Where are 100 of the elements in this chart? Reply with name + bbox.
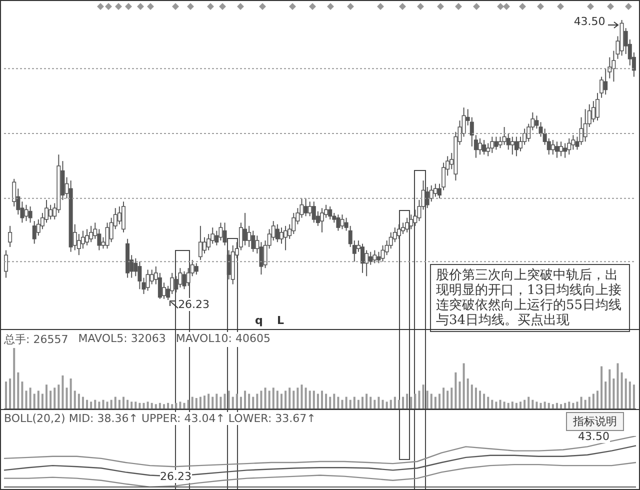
bar xyxy=(9,378,12,409)
candlestick xyxy=(514,136,518,157)
bar xyxy=(374,400,376,409)
bar xyxy=(276,390,278,409)
bar xyxy=(321,390,323,409)
bar xyxy=(280,394,282,409)
bar xyxy=(130,402,133,409)
text: L xyxy=(277,314,284,327)
bar xyxy=(337,396,340,409)
bar xyxy=(450,388,453,409)
candlestick xyxy=(502,126,506,146)
bar xyxy=(58,384,60,409)
candlestick xyxy=(328,206,332,220)
bar xyxy=(179,402,182,409)
annotation: 43.50 xyxy=(578,430,610,443)
bar xyxy=(122,396,124,409)
candlestick xyxy=(534,115,539,130)
candlestick xyxy=(396,224,401,240)
candlestick xyxy=(105,222,110,250)
candlestick xyxy=(304,198,308,217)
annotation: 26.23 xyxy=(178,298,210,311)
bar xyxy=(300,384,303,409)
bar xyxy=(620,372,623,409)
bar xyxy=(341,400,344,409)
bar xyxy=(438,394,440,409)
bar xyxy=(187,400,190,409)
candlestick xyxy=(320,208,324,233)
candlestick xyxy=(364,250,369,277)
bar xyxy=(50,390,52,409)
bar xyxy=(308,390,311,409)
candlestick xyxy=(146,269,150,292)
bar xyxy=(284,390,287,409)
bar xyxy=(632,384,635,409)
bar xyxy=(146,402,149,409)
candlestick xyxy=(376,251,381,264)
bar xyxy=(628,382,631,409)
bar xyxy=(462,363,465,409)
candlestick xyxy=(226,250,231,280)
candlestick xyxy=(202,236,207,254)
candlestick xyxy=(567,138,572,156)
bar xyxy=(224,394,226,409)
candlestick xyxy=(222,222,227,246)
bar xyxy=(422,384,424,409)
candlestick xyxy=(121,201,126,233)
bar xyxy=(540,402,542,409)
candlestick xyxy=(89,225,94,243)
bar xyxy=(264,388,266,409)
bar xyxy=(426,390,428,409)
bar xyxy=(228,390,230,409)
bar xyxy=(390,400,392,409)
candlestick xyxy=(275,224,280,243)
bar xyxy=(386,402,388,409)
candlestick xyxy=(360,243,365,274)
bar xyxy=(248,394,250,409)
bar xyxy=(564,402,566,409)
bar xyxy=(29,388,32,409)
bar xyxy=(515,402,518,409)
bar xyxy=(304,388,307,409)
bar xyxy=(507,402,510,409)
candlestick xyxy=(48,204,53,220)
bar xyxy=(158,402,161,409)
candlestick xyxy=(478,138,482,156)
candlestick xyxy=(336,214,340,232)
bar xyxy=(592,394,594,409)
candlestick xyxy=(243,212,248,246)
bar xyxy=(624,378,627,409)
bar xyxy=(370,396,372,409)
candlestick xyxy=(604,68,608,96)
bar xyxy=(138,402,141,409)
bar xyxy=(66,388,68,409)
bar xyxy=(37,390,40,409)
bar xyxy=(13,348,16,409)
bar xyxy=(154,404,157,409)
bar xyxy=(584,400,586,409)
bar xyxy=(102,400,104,409)
candlestick xyxy=(401,222,406,235)
bar xyxy=(191,396,194,409)
text: 指标说明 xyxy=(566,412,624,431)
candlestick xyxy=(24,204,28,222)
candlestick xyxy=(372,250,377,264)
candlestick xyxy=(312,201,316,224)
bar xyxy=(568,402,570,409)
bar xyxy=(333,394,336,409)
bar xyxy=(442,388,445,409)
bar xyxy=(495,402,498,409)
bar xyxy=(414,394,416,409)
bar xyxy=(362,396,364,409)
bar xyxy=(268,390,270,409)
bar xyxy=(98,402,100,409)
bar xyxy=(580,396,582,409)
candlestick xyxy=(340,214,344,230)
bar xyxy=(74,390,76,409)
bar xyxy=(349,400,352,409)
candlestick xyxy=(198,225,202,260)
bar xyxy=(434,396,436,409)
bar xyxy=(576,402,578,409)
bar xyxy=(204,396,206,409)
candlestick xyxy=(550,139,555,156)
bar xyxy=(398,400,400,409)
bar xyxy=(41,394,44,409)
